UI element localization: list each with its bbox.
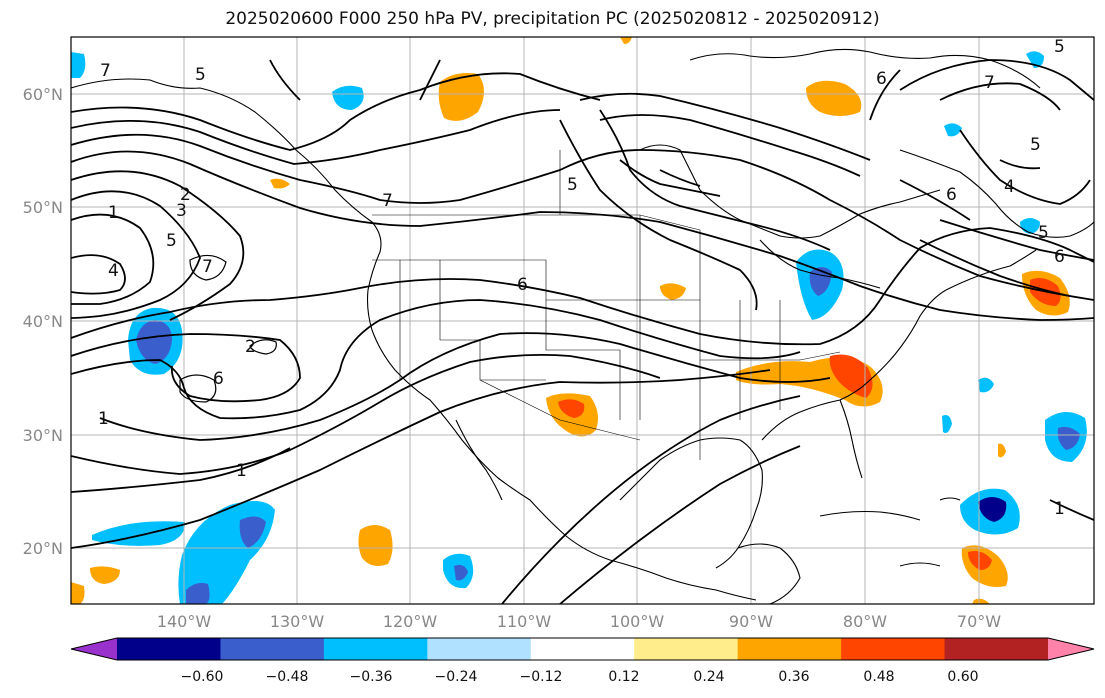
pv-contours-thin — [179, 254, 277, 403]
colorbar-segments — [71, 638, 1094, 660]
precip-positive-patch — [998, 443, 1006, 458]
colorbar-tick-label: −0.48 — [266, 669, 309, 685]
lon-label: 80°W — [843, 612, 887, 631]
pv-contour-label: 5 — [166, 231, 177, 251]
precip-negative-patch — [332, 85, 364, 110]
precip-positive-patch — [620, 37, 632, 44]
pv-contour-label: 2 — [245, 337, 256, 357]
pv-contour-label: 7 — [202, 257, 213, 277]
lat-label: 60°N — [23, 85, 63, 104]
pv-contour-label: 4 — [1004, 177, 1015, 197]
colorbar-segment — [117, 638, 221, 660]
precip-negative-patch — [186, 582, 210, 604]
colorbar-segment — [530, 638, 635, 660]
precip-negative-patch — [136, 320, 172, 364]
precip-negative-patch — [1020, 218, 1040, 234]
pv-contour-labels: 7 5 1 2 3 5 4 7 7 6 2 6 1 1 5 6 5 6 4 5 … — [98, 37, 1065, 519]
longitude-labels: 140°W 130°W 120°W 110°W 100°W 90°W 80°W … — [157, 612, 1001, 631]
precip-positive-patch — [90, 566, 120, 584]
pv-contour-label: 6 — [946, 185, 957, 205]
colorbar: −0.60 −0.48 −0.36 −0.24 −0.12 0.12 0.24 … — [70, 637, 1095, 685]
colorbar-segment — [323, 638, 428, 660]
precip-positive-patch — [660, 283, 686, 300]
precip-positive-patch — [438, 73, 484, 121]
precip-positive-patch — [558, 399, 585, 418]
precip-negative-patch — [1057, 426, 1080, 450]
colorbar-tick-label: 0.48 — [863, 669, 894, 685]
colorbar-tick-label: −0.12 — [520, 669, 563, 685]
map-frame — [70, 36, 1095, 605]
lat-label: 50°N — [23, 198, 63, 217]
map-title: 2025020600 F000 250 hPa PV, precipitatio… — [225, 9, 880, 29]
precip-positive-patch — [358, 525, 393, 566]
pv-contour-label: 5 — [1054, 37, 1065, 57]
colorbar-segment — [220, 638, 325, 660]
precip-negative-patch — [71, 52, 86, 78]
lon-label: 120°W — [383, 612, 438, 631]
colorbar-outline — [70, 637, 1095, 661]
map-area: 7 5 1 2 3 5 4 7 7 6 2 6 1 1 5 6 5 6 4 5 … — [71, 37, 1094, 604]
colorbar-segment — [841, 638, 946, 660]
precip-negative-patch — [978, 377, 994, 393]
precip-negative-patch — [239, 516, 266, 548]
colorbar-segment — [634, 638, 739, 660]
colorbar-tick-label: 0.24 — [693, 669, 724, 685]
pv-contour-label: 6 — [876, 69, 887, 89]
precip-negative-patch — [454, 564, 468, 581]
colorbar-tick-label: −0.60 — [181, 669, 224, 685]
pv-contour-label: 5 — [1030, 135, 1041, 155]
precip-positive-patch — [972, 598, 990, 604]
lon-label: 70°W — [957, 612, 1001, 631]
pv-contour-label: 6 — [213, 369, 224, 389]
pv-contour-label: 1 — [98, 409, 109, 429]
precip-negative-patch — [944, 123, 962, 137]
lon-label: 130°W — [270, 612, 325, 631]
coastlines — [71, 48, 1094, 604]
map-gridlines — [71, 37, 1094, 604]
colorbar-tick-label: 0.36 — [778, 669, 809, 685]
precip-positive-patch — [806, 80, 862, 116]
precip-negative-patch — [1026, 51, 1044, 68]
pv-contour-label: 1 — [1054, 499, 1065, 519]
lon-label: 140°W — [157, 612, 212, 631]
latitude-labels: 60°N 50°N 40°N 30°N 20°N — [23, 85, 63, 558]
lon-label: 100°W — [610, 612, 665, 631]
pv-contour-label: 7 — [382, 191, 393, 211]
pv-contour-label: 5 — [1038, 223, 1049, 243]
colorbar-tick-label: −0.36 — [350, 669, 393, 685]
colorbar-extend-high — [1048, 638, 1094, 660]
precip-positive-patch — [270, 178, 290, 189]
pv-contours — [71, 59, 1094, 604]
colorbar-segment — [944, 638, 1049, 660]
lat-label: 30°N — [23, 426, 63, 445]
colorbar-segment — [737, 638, 842, 660]
colorbar-extend-low — [71, 638, 117, 660]
colorbar-tick-labels: −0.60 −0.48 −0.36 −0.24 −0.12 0.12 0.24 … — [181, 669, 979, 685]
precip-positive-patch — [71, 582, 85, 604]
pv-contour-label: 2 — [180, 185, 191, 205]
lon-label: 110°W — [497, 612, 552, 631]
pv-contour-label: 1 — [108, 203, 119, 223]
colorbar-tick-label: 0.60 — [947, 669, 978, 685]
lon-label: 90°W — [729, 612, 773, 631]
lat-label: 20°N — [23, 539, 63, 558]
precip-positive-patch — [968, 551, 992, 570]
colorbar-segment — [427, 638, 532, 660]
colorbar-tick-label: 0.12 — [608, 669, 639, 685]
colorbar-tick-label: −0.24 — [435, 669, 478, 685]
pv-contour-label: 1 — [236, 461, 247, 481]
lat-label: 40°N — [23, 312, 63, 331]
precip-negative-patch — [942, 415, 952, 433]
pv-contour-label: 5 — [567, 175, 578, 195]
pv-contour-label: 7 — [100, 61, 111, 81]
pv-contour-label: 6 — [517, 275, 528, 295]
pv-contour-label: 5 — [195, 65, 206, 85]
precip-negative-patch — [92, 521, 186, 546]
pv-contour-label: 4 — [108, 261, 119, 281]
pv-contour-label: 6 — [1054, 247, 1065, 267]
pv-contour-label: 3 — [176, 201, 187, 221]
pv-contour-label: 7 — [984, 73, 995, 93]
precip-negative-patch — [978, 497, 1007, 522]
